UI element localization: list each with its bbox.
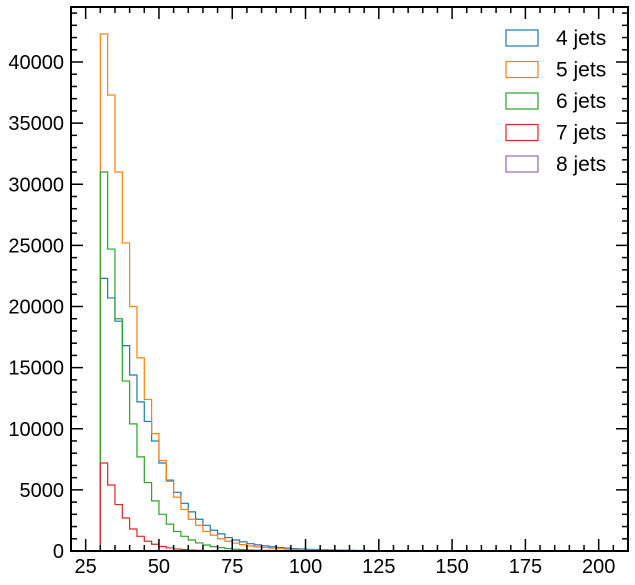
y-tick-label: 20000 [8, 297, 64, 319]
series-layer [99, 33, 424, 552]
legend-label: 7 jets [556, 122, 606, 145]
y-tick-label: 30000 [8, 174, 64, 196]
plot-frame [70, 6, 629, 552]
x-tick-label: 150 [435, 556, 468, 578]
legend-item: 5 jets [505, 59, 606, 82]
y-tick-label: 35000 [8, 113, 64, 135]
y-tick-label: 25000 [8, 235, 64, 257]
y-tick-label: 15000 [8, 358, 64, 380]
legend-label: 6 jets [556, 90, 606, 113]
legend-item: 6 jets [505, 90, 606, 113]
legend-swatch [505, 155, 539, 173]
y-tick-label: 5000 [20, 480, 65, 502]
x-tick-label: 175 [509, 556, 542, 578]
y-tick-label: 10000 [8, 419, 64, 441]
legend-swatch [505, 92, 539, 110]
series-4-jets-step [99, 277, 424, 552]
legend-swatch [505, 123, 539, 142]
axis-ticks [71, 7, 628, 552]
x-tick-labels: 25 50 75 100 125 150 175 200 [75, 556, 616, 578]
legend-item: 7 jets [505, 122, 606, 145]
x-tick-label: 125 [362, 556, 395, 578]
series-6-jets-step [99, 171, 424, 552]
legend-swatch [505, 60, 539, 79]
x-tick-label: 100 [289, 556, 322, 578]
x-tick-label: 50 [148, 556, 170, 578]
x-tick-label: 25 [75, 556, 97, 578]
legend-swatch [505, 29, 539, 47]
y-tick-label: 0 [53, 541, 64, 563]
legend-label: 8 jets [556, 153, 606, 176]
legend: 4 jets 5 jets 6 jets 7 jets 8 jets [505, 27, 606, 176]
legend-item: 8 jets [505, 153, 606, 176]
y-tick-label: 40000 [8, 52, 64, 74]
y-tick-labels: 0 5000 10000 15000 20000 25000 30000 35000 40000 [8, 52, 64, 563]
series-5-jets-step [99, 33, 424, 552]
x-tick-label: 75 [221, 556, 243, 578]
legend-label: 5 jets [556, 59, 606, 82]
series-7-jets-step [99, 462, 423, 552]
x-tick-label: 200 [582, 556, 615, 578]
legend-item: 4 jets [505, 27, 606, 50]
legend-label: 4 jets [556, 27, 606, 50]
